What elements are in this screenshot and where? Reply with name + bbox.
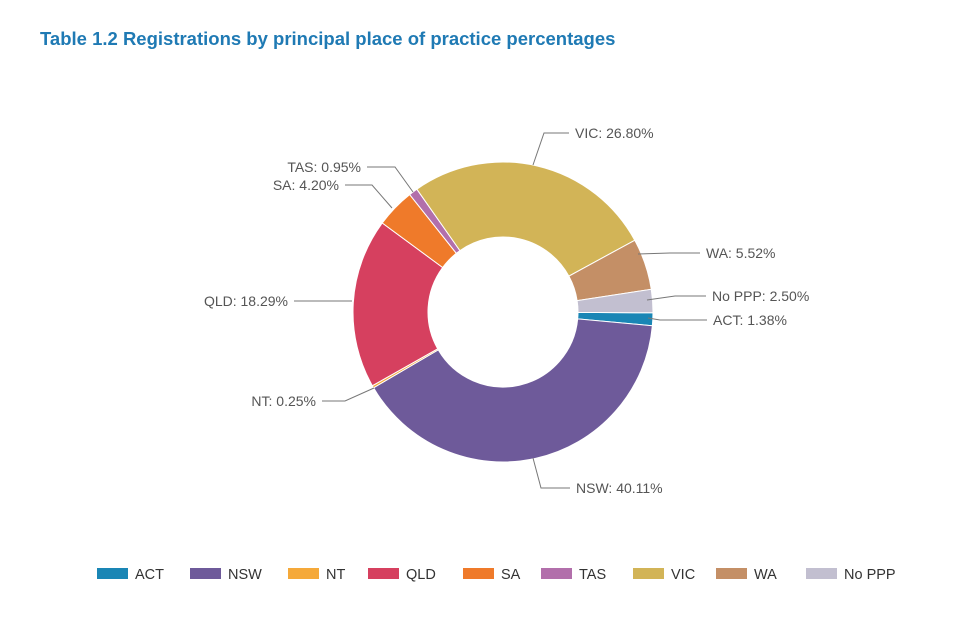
legend-label-nsw: NSW [228, 567, 262, 583]
legend-swatch-act [97, 568, 128, 579]
legend-swatch-wa [716, 568, 747, 579]
legend-item-act[interactable]: ACT [97, 567, 164, 583]
legend-label-qld: QLD [406, 567, 436, 583]
slice-qld[interactable] [352, 222, 444, 387]
leader-lines [294, 132, 707, 489]
legend-swatch-nt [288, 568, 319, 579]
slice-no-ppp[interactable] [576, 288, 654, 314]
legend-item-wa[interactable]: WA [716, 567, 777, 583]
legend-label-nt: NT [326, 567, 345, 583]
data-label-vic: VIC: 26.80% [575, 125, 654, 141]
data-label-wa: WA: 5.52% [706, 245, 776, 261]
leader-tas [367, 166, 414, 193]
legend-item-tas[interactable]: TAS [541, 567, 606, 583]
slice-nsw[interactable] [372, 318, 653, 463]
slice-vic[interactable] [416, 161, 636, 277]
data-labels: ACT: 1.38% NSW: 40.11% NT: 0.25% QLD: 18.29… [204, 125, 809, 496]
legend-label-act: ACT [135, 567, 164, 583]
legend-item-vic[interactable]: VIC [633, 567, 695, 583]
donut-slices [352, 161, 654, 463]
data-label-act: ACT: 1.38% [713, 312, 787, 328]
legend-label-no-ppp: No PPP [844, 567, 896, 583]
data-label-nt: NT: 0.25% [251, 393, 316, 409]
legend-label-tas: TAS [579, 567, 606, 583]
legend-item-no-ppp[interactable]: No PPP [806, 567, 896, 583]
legend-label-sa: SA [501, 567, 521, 583]
chart-title: Table 1.2 Registrations by principal pla… [40, 28, 616, 49]
leader-no-ppp [646, 295, 706, 301]
chart-legend: ACT NSW NT QLD SA TAS VIC WA No PPP [97, 567, 896, 583]
legend-swatch-tas [541, 568, 572, 579]
legend-swatch-no-ppp [806, 568, 837, 579]
legend-swatch-sa [463, 568, 494, 579]
data-label-no-ppp: No PPP: 2.50% [712, 288, 809, 304]
data-label-sa: SA: 4.20% [273, 177, 339, 193]
leader-act [647, 317, 707, 321]
legend-swatch-vic [633, 568, 664, 579]
leader-vic [532, 132, 569, 166]
legend-item-sa[interactable]: SA [463, 567, 521, 583]
legend-swatch-qld [368, 568, 399, 579]
legend-label-vic: VIC [671, 567, 695, 583]
legend-item-nt[interactable]: NT [288, 567, 345, 583]
leader-sa [345, 184, 393, 209]
leader-wa [637, 252, 700, 255]
legend-label-wa: WA [754, 567, 777, 583]
data-label-qld: QLD: 18.29% [204, 293, 288, 309]
data-label-nsw: NSW: 40.11% [576, 480, 663, 496]
data-label-tas: TAS: 0.95% [287, 159, 361, 175]
legend-item-nsw[interactable]: NSW [190, 567, 262, 583]
legend-item-qld[interactable]: QLD [368, 567, 436, 583]
leader-nsw [532, 457, 570, 489]
leader-nt [322, 387, 375, 402]
legend-swatch-nsw [190, 568, 221, 579]
